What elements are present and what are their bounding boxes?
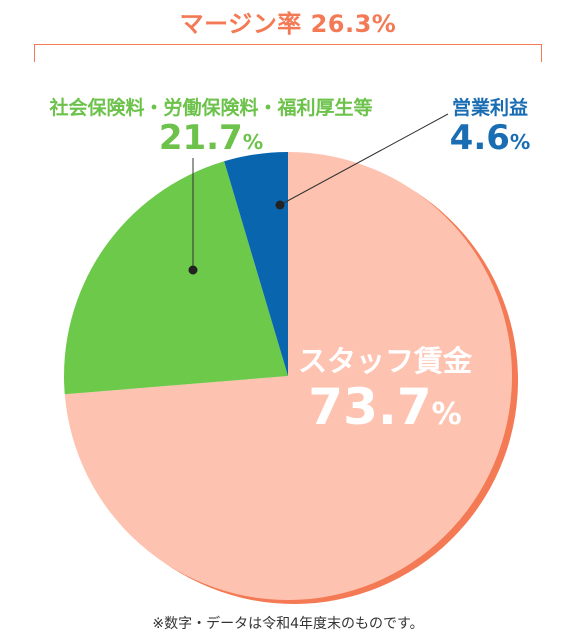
leader-dot-social-insurance — [188, 265, 198, 275]
slice-value-social-insurance: 21.7% — [158, 118, 264, 158]
slice-label-staff-wages: スタッフ賃金 — [297, 344, 472, 378]
slice-label-operating-profit: 営業利益 — [451, 97, 528, 119]
footnote: ※数字・データは令和4年度末のものです。 — [152, 616, 424, 632]
leader-line-operating-profit — [279, 113, 449, 206]
pie-slice-staff-wages — [64, 152, 513, 600]
margin-rate-label: マージン率 — [179, 10, 302, 38]
margin-rate-title: マージン率 26.3% — [0, 4, 576, 39]
margin-rate-value: 26.3% — [310, 10, 397, 38]
margin-bracket — [34, 44, 542, 62]
slice-value-staff-wages: 73.7% — [308, 378, 462, 436]
pie-slice-operating-profit — [224, 152, 288, 376]
slice-label-social-insurance: 社会保険料・労働保険料・福利厚生等 — [49, 97, 373, 119]
pie-slice-social-insurance — [64, 161, 289, 395]
slice-value-operating-profit: 4.6% — [449, 118, 531, 158]
leader-dot-operating-profit — [275, 200, 285, 210]
